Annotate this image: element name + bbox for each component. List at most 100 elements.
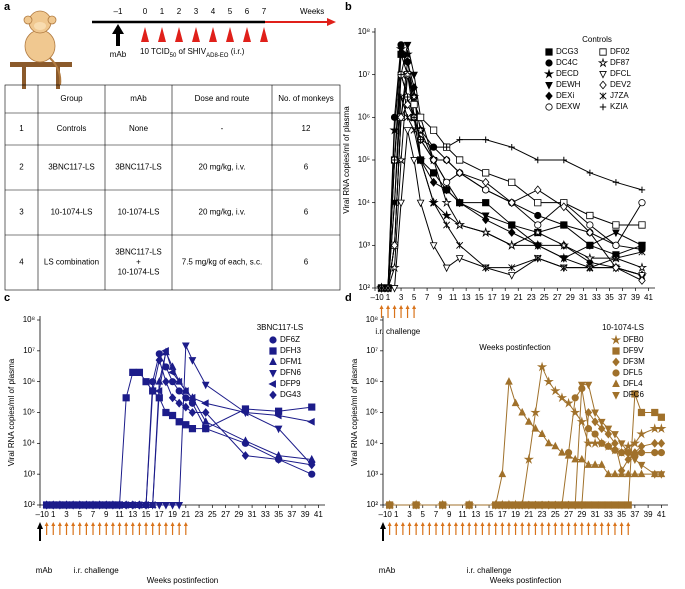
table-cell: 6 [304, 163, 309, 172]
x-tick-label: 29 [577, 510, 586, 519]
challenge-arrow [606, 522, 611, 535]
data-point [102, 500, 111, 510]
challenge-triangle [192, 27, 200, 42]
data-point [162, 363, 170, 371]
data-point [612, 254, 620, 262]
x-tick-label: 15 [475, 293, 484, 302]
data-point [390, 113, 399, 121]
data-point [506, 239, 517, 250]
legend-label: DF6Z [280, 335, 300, 344]
challenge-arrow [612, 522, 617, 535]
data-point [168, 362, 177, 370]
y-tick-label: 10⁵ [23, 408, 35, 417]
data-point [604, 469, 613, 478]
y-tick-label: 10² [358, 283, 370, 292]
legend-marker [269, 357, 277, 365]
y-tick-label: 10⁸ [358, 27, 370, 36]
challenge-arrow [540, 522, 545, 535]
data-point [149, 378, 157, 386]
challenge-arrow [586, 522, 591, 535]
challenge-arrow [57, 522, 62, 535]
data-point [543, 376, 554, 387]
challenge-arrow [71, 522, 76, 535]
table-cell: 2 [19, 163, 24, 172]
x-tick-label: 39 [301, 510, 310, 519]
legend-title: Controls [582, 35, 612, 44]
data-point [441, 210, 452, 220]
data-point [201, 417, 210, 425]
dose-label: 10 TCID50 of SHIVAD8-EO (i.r.) [140, 47, 245, 58]
data-point [175, 398, 183, 408]
challenge-arrow [124, 522, 129, 535]
data-point [560, 264, 568, 272]
legend-marker [543, 68, 555, 79]
data-point [624, 449, 633, 458]
data-point [455, 168, 464, 178]
legend-label: DF02 [610, 47, 630, 56]
data-point [524, 502, 533, 510]
x-tick-label: 13 [128, 510, 137, 519]
legend-marker [599, 48, 607, 56]
legend-label: DFC6 [623, 390, 644, 399]
legend-marker [599, 71, 607, 79]
data-point [551, 502, 560, 510]
legend-marker [269, 390, 277, 400]
data-point [115, 500, 124, 510]
data-point [618, 449, 626, 457]
data-point [508, 178, 516, 186]
data-point [563, 397, 574, 408]
y-tick-label: 10² [366, 500, 378, 509]
legend-label: J7ZA [610, 91, 629, 100]
x-tick-label: 1 [51, 510, 56, 519]
data-point [390, 240, 399, 250]
challenge-arrow [533, 522, 538, 535]
panel-label: c [4, 292, 10, 304]
data-point [187, 393, 196, 402]
data-point [498, 502, 507, 510]
challenge-arrow [386, 305, 391, 318]
data-point [584, 460, 593, 468]
data-point [571, 502, 580, 510]
data-point [534, 185, 542, 195]
data-point [135, 368, 144, 376]
table: Group mAb Dose and route No. of monkeys 1 Con… [4, 84, 341, 291]
data-point [455, 198, 464, 208]
data-point [532, 227, 543, 237]
y-tick-label: 10³ [358, 240, 370, 249]
data-point [481, 215, 490, 225]
legend-marker [545, 82, 553, 90]
data-point [637, 461, 646, 470]
data-point [558, 448, 566, 456]
table-cell: 3BNC117-LS [48, 163, 95, 172]
data-point [597, 418, 606, 427]
challenge-arrow [473, 522, 478, 535]
challenge-arrow [440, 522, 445, 535]
data-point [274, 411, 282, 420]
x-tick-label: 7 [434, 510, 439, 519]
x-tick-label: 21 [514, 293, 523, 302]
data-point [586, 211, 594, 220]
data-point [638, 186, 646, 194]
data-point [456, 156, 464, 164]
data-point [482, 264, 490, 272]
data-point [188, 408, 197, 417]
data-point [624, 455, 632, 464]
data-point [403, 127, 412, 135]
legend-marker [545, 103, 553, 111]
data-point [656, 423, 667, 433]
data-point [42, 500, 51, 510]
table-cell: 10-1074-LS [51, 208, 93, 217]
challenge-arrow [91, 522, 96, 535]
data-point [508, 198, 516, 208]
challenge-arrow [599, 522, 604, 535]
x-tick-label: 0 [44, 510, 49, 519]
data-point [429, 242, 438, 250]
x-tick-label: 23 [527, 293, 536, 302]
data-point [397, 93, 405, 101]
challenge-arrow [553, 522, 558, 535]
x-tick-label: 25 [208, 510, 217, 519]
legend-title: 10-1074-LS [602, 323, 644, 332]
legend-title: 3BNC117-LS [257, 323, 304, 332]
data-point [480, 227, 491, 237]
